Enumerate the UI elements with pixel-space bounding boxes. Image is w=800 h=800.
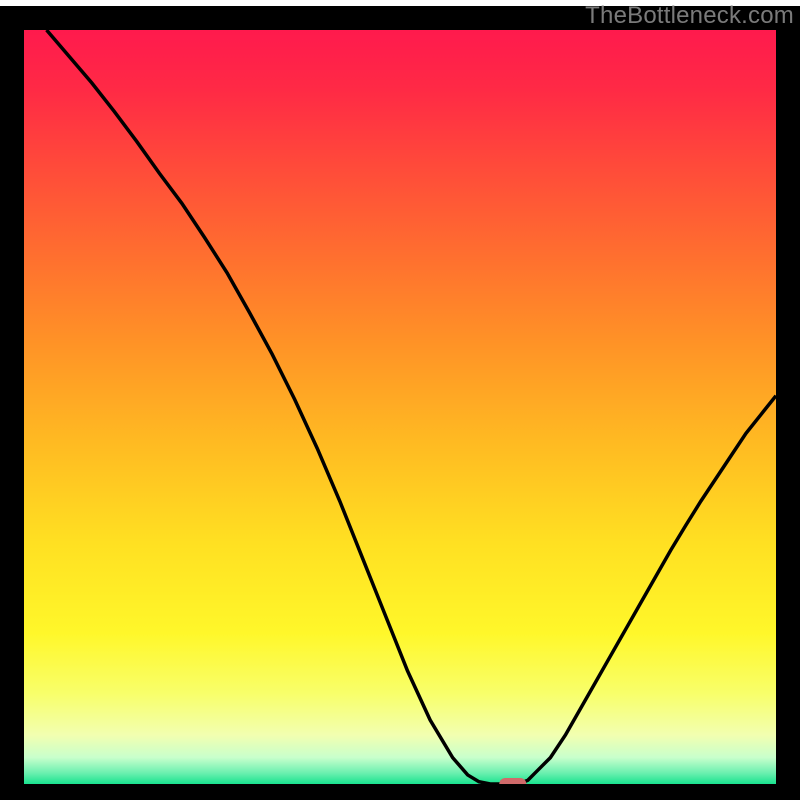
watermark-text: TheBottleneck.com xyxy=(585,2,794,30)
bottleneck-chart xyxy=(0,0,800,800)
chart-container: TheBottleneck.com xyxy=(0,0,800,800)
